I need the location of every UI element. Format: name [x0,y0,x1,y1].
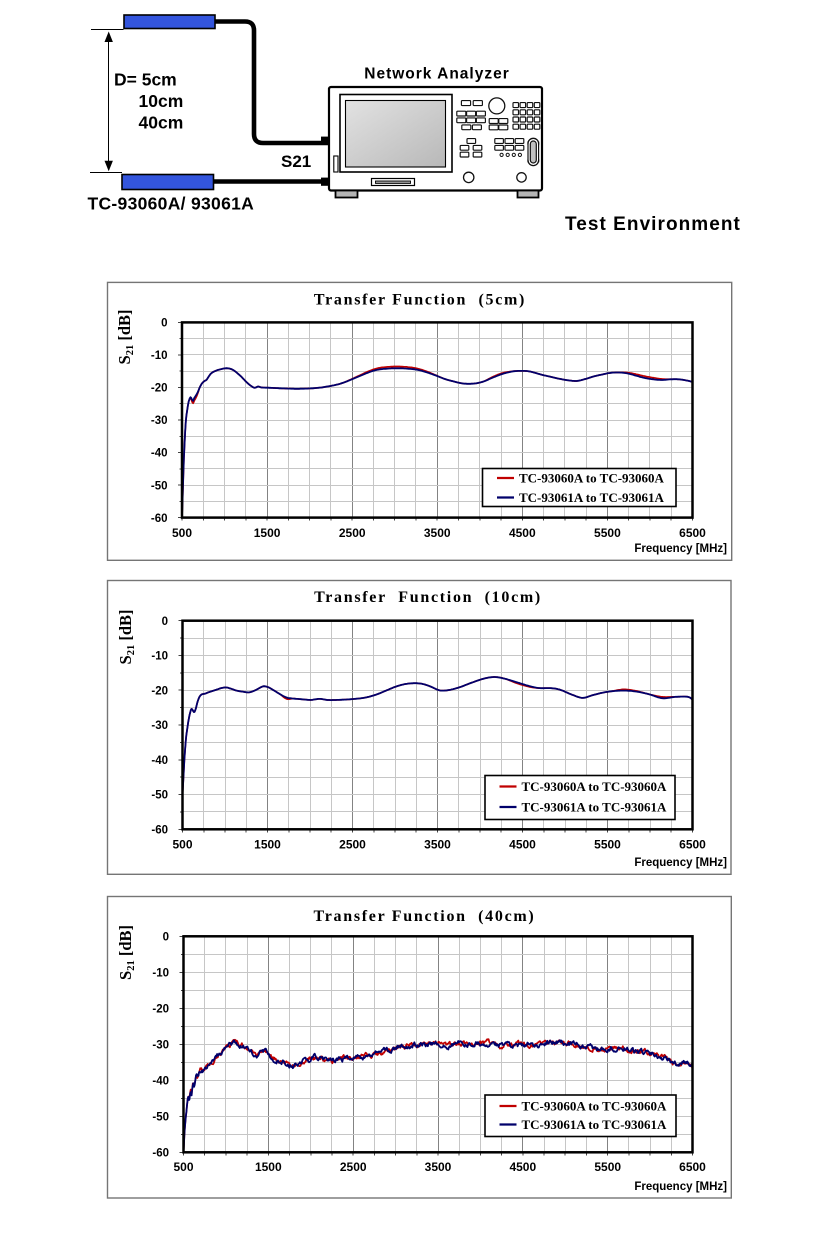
svg-text:1500: 1500 [254,838,281,852]
svg-text:-60: -60 [151,513,168,525]
svg-text:4500: 4500 [509,838,536,852]
svg-text:-10: -10 [151,651,168,663]
svg-text:3500: 3500 [424,838,451,852]
svg-text:40cm: 40cm [139,113,184,133]
svg-text:TC-93060A to TC-93060A: TC-93060A to TC-93060A [522,779,668,794]
svg-text:-20: -20 [151,383,168,395]
svg-text:-20: -20 [151,685,168,697]
svg-text:2500: 2500 [340,1160,367,1174]
svg-text:TC-93061A to TC-93061A: TC-93061A to TC-93061A [519,490,665,505]
svg-text:5500: 5500 [594,526,621,540]
svg-text:-30: -30 [152,1040,169,1052]
svg-text:-50: -50 [151,480,168,492]
svg-text:S21 [dB]: S21 [dB] [116,610,137,665]
svg-text:Test Environment: Test Environment [565,214,741,235]
svg-text:-40: -40 [151,755,168,767]
svg-text:0: 0 [161,318,167,330]
svg-text:-30: -30 [151,720,168,732]
svg-text:6500: 6500 [679,838,706,852]
svg-text:Frequency [MHz]: Frequency [MHz] [634,857,727,869]
svg-text:5500: 5500 [594,1160,621,1174]
svg-text:TC-93061A to TC-93061A: TC-93061A to TC-93061A [522,1117,668,1132]
svg-text:-20: -20 [152,1004,169,1016]
svg-text:500: 500 [173,1160,193,1174]
svg-text:1500: 1500 [254,526,281,540]
svg-text:TC-93060A to TC-93060A: TC-93060A to TC-93060A [522,1099,668,1114]
svg-text:10cm: 10cm [139,91,184,111]
svg-text:-30: -30 [151,415,168,427]
svg-text:Frequency [MHz]: Frequency [MHz] [634,543,727,555]
svg-text:-60: -60 [151,825,168,837]
svg-text:3500: 3500 [425,1160,452,1174]
svg-text:Network Analyzer: Network Analyzer [364,66,510,83]
svg-text:4500: 4500 [509,1160,536,1174]
svg-text:4500: 4500 [509,526,536,540]
svg-text:TC-93060A to TC-93060A: TC-93060A to TC-93060A [519,471,665,486]
svg-text:S21 [dB]: S21 [dB] [115,310,136,365]
svg-text:S21 [dB]: S21 [dB] [116,925,137,980]
svg-text:-40: -40 [152,1076,169,1088]
svg-text:-10: -10 [152,968,169,980]
svg-text:3500: 3500 [424,526,451,540]
svg-text:0: 0 [163,932,169,944]
svg-text:Transfer Function (10cm): Transfer Function (10cm) [314,589,542,606]
svg-text:5500: 5500 [594,838,621,852]
svg-text:TC-93060A/ 93061A: TC-93060A/ 93061A [88,194,255,214]
svg-text:-50: -50 [152,1112,169,1124]
svg-text:1500: 1500 [255,1160,282,1174]
svg-text:-60: -60 [152,1148,169,1160]
svg-text:2500: 2500 [339,838,366,852]
svg-text:D= 5cm: D= 5cm [114,70,177,90]
svg-text:6500: 6500 [679,526,706,540]
svg-text:500: 500 [172,838,192,852]
svg-text:-40: -40 [151,448,168,460]
svg-text:2500: 2500 [339,526,366,540]
svg-text:Frequency [MHz]: Frequency [MHz] [634,1181,727,1193]
svg-text:S21: S21 [281,152,311,171]
svg-text:TC-93061A to TC-93061A: TC-93061A to TC-93061A [522,800,668,815]
svg-text:Transfer Function (5cm): Transfer Function (5cm) [314,291,526,308]
svg-text:0: 0 [162,616,168,628]
svg-text:500: 500 [172,526,192,540]
svg-text:6500: 6500 [679,1160,706,1174]
svg-text:Transfer Function (40cm): Transfer Function (40cm) [314,908,536,925]
svg-text:-50: -50 [151,790,168,802]
svg-text:-10: -10 [151,350,168,362]
